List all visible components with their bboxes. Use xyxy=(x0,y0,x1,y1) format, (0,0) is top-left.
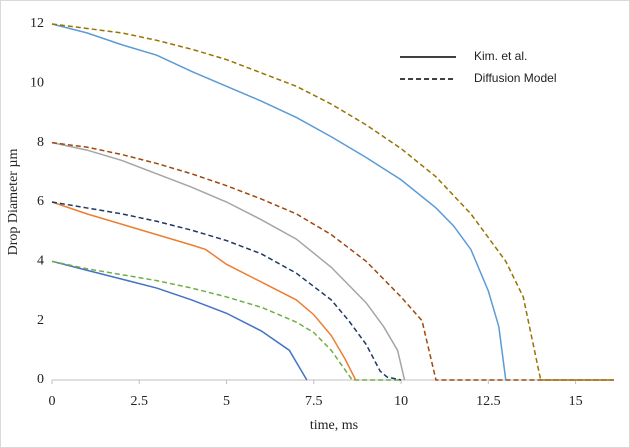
x-tick-label: 0 xyxy=(49,394,56,409)
y-tick-label: 4 xyxy=(37,254,44,269)
x-tick-label: 2.5 xyxy=(131,394,149,409)
series-line xyxy=(51,260,402,381)
y-tick-label: 10 xyxy=(30,76,44,91)
y-tick-label: 12 xyxy=(30,16,44,31)
series-line xyxy=(51,141,406,381)
x-tick-label: 5 xyxy=(223,394,230,409)
series-line xyxy=(51,23,507,381)
x-tick-label: 10 xyxy=(394,394,408,409)
x-axis-label: time, ms xyxy=(310,418,358,433)
series-line xyxy=(51,201,402,381)
x-tick-label: 7.5 xyxy=(305,394,323,409)
y-tick-label: 6 xyxy=(37,194,44,209)
x-tick-label: 12.5 xyxy=(476,394,501,409)
y-tick-label: 0 xyxy=(37,372,44,387)
series-line xyxy=(51,260,308,381)
series-line xyxy=(51,201,357,381)
x-tick-label: 15 xyxy=(569,394,583,409)
series-line xyxy=(51,23,614,381)
y-tick-label: 2 xyxy=(37,313,44,328)
y-tick-label: 8 xyxy=(37,135,44,150)
legend-label: Kim. et al. xyxy=(474,49,527,63)
y-axis-label: Drop Diameter µm xyxy=(6,148,21,255)
series-line xyxy=(51,141,614,381)
legend-label: Diffusion Model xyxy=(474,71,557,85)
